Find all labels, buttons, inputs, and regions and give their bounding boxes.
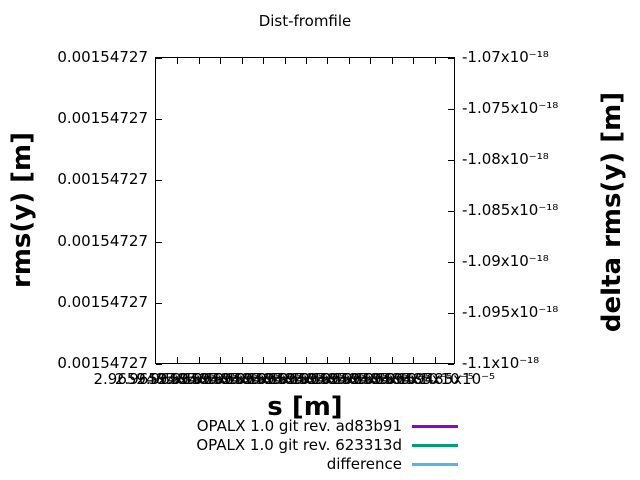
x-top-tick-mark <box>434 58 436 64</box>
x-tick-label: 2.9659485x10⁻⁵ <box>329 370 453 388</box>
x-top-tick-mark <box>327 58 329 64</box>
x-top-tick-mark <box>198 58 200 64</box>
y-left-tick-mark <box>156 180 162 182</box>
legend-swatch <box>412 425 458 428</box>
x-bottom-tick-mark <box>220 357 222 363</box>
x-bottom-tick-mark <box>177 357 179 363</box>
x-tick-label: 2.9659485x10⁻⁵ <box>372 370 496 388</box>
x-bottom-tick-mark <box>306 357 307 363</box>
y-right-tick-label: -1.075x10⁻¹⁸ <box>462 99 559 117</box>
y-right-axis-title: delta rms(y) [m] <box>597 91 627 333</box>
x-tick-label: 2.9659485x10⁻⁵ <box>114 370 238 388</box>
y-right-tick-mark <box>448 109 454 110</box>
plot-area <box>155 57 455 365</box>
x-bottom-tick-mark <box>241 357 243 363</box>
y-right-tick-label: -1.09x10⁻¹⁸ <box>462 252 549 270</box>
x-bottom-tick-mark <box>263 357 265 363</box>
y-right-tick-label: -1.085x10⁻¹⁸ <box>462 201 559 219</box>
x-tick-label: 2.9659485x10⁻⁵ <box>222 370 346 388</box>
x-top-tick-mark <box>348 58 350 64</box>
x-axis-title: s [m] <box>267 392 343 422</box>
y-right-tick-label: -1.1x10⁻¹⁸ <box>462 354 540 372</box>
x-top-tick-mark <box>263 58 265 64</box>
x-top-tick-mark <box>284 58 286 64</box>
x-top-tick-mark <box>391 58 393 64</box>
chart-title: Dist-fromfile <box>258 12 352 30</box>
x-top-tick-mark <box>370 58 372 64</box>
y-right-tick-mark <box>448 160 454 161</box>
x-bottom-tick-mark <box>434 357 436 363</box>
x-tick-label: 2.9659485x10⁻⁵ <box>200 370 324 388</box>
y-right-tick-mark <box>448 313 454 314</box>
legend: OPALX 1.0 git rev. ad83b91 OPALX 1.0 git … <box>150 417 462 474</box>
y-left-tick-mark <box>156 119 162 121</box>
y-left-tick-label: 0.00154727 <box>57 48 148 66</box>
x-bottom-tick-mark <box>348 357 350 363</box>
legend-row: difference <box>150 455 462 474</box>
legend-swatch <box>412 444 458 447</box>
x-tick-label: 2.9659485x10⁻⁵ <box>286 370 410 388</box>
x-tick-label: 2.9659485x10⁻⁵ <box>179 370 303 388</box>
y-left-tick-label: 0.00154727 <box>57 231 148 250</box>
x-bottom-tick-mark <box>370 357 372 363</box>
y-left-tick-mark <box>156 302 162 304</box>
x-bottom-tick-mark <box>391 357 393 363</box>
y-right-tick-label: -1.08x10⁻¹⁸ <box>462 150 549 168</box>
y-right-tick-label: -1.07x10⁻¹⁸ <box>462 48 549 66</box>
legend-row: OPALX 1.0 git rev. 623313d <box>150 436 462 455</box>
x-tick-label: 2.9659485x10⁻⁵ <box>157 370 281 388</box>
x-tick-label: 2.9659485x10⁻⁵ <box>243 370 367 388</box>
y-left-tick-mark <box>156 58 162 59</box>
legend-row: OPALX 1.0 git rev. ad83b91 <box>150 417 462 436</box>
legend-label: difference <box>326 455 402 473</box>
legend-label: OPALX 1.0 git rev. 623313d <box>196 436 402 454</box>
y-left-tick-mark <box>156 241 162 243</box>
x-tick-label: 2.9659485x10⁻⁵ <box>136 370 260 388</box>
y-right-tick-mark <box>448 58 454 59</box>
y-right-tick-mark <box>448 211 454 212</box>
x-bottom-tick-mark <box>198 357 200 363</box>
y-left-tick-label: 0.00154727 <box>57 109 148 128</box>
legend-label: OPALX 1.0 git rev. ad83b91 <box>196 417 402 435</box>
x-tick-label: 2.9659485x10⁻⁵ <box>264 370 388 388</box>
legend-swatch <box>412 463 458 466</box>
x-bottom-tick-mark <box>327 357 329 363</box>
y-right-tick-mark <box>448 364 454 365</box>
y-left-tick-label: 0.00154727 <box>57 354 148 372</box>
x-bottom-tick-mark <box>284 357 286 363</box>
y-right-tick-mark <box>448 262 454 263</box>
y-right-tick-label: -1.095x10⁻¹⁸ <box>462 303 559 321</box>
y-left-tick-label: 0.00154727 <box>57 292 148 311</box>
x-bottom-tick-mark <box>413 357 415 363</box>
y-left-tick-mark <box>156 364 162 365</box>
x-top-tick-mark <box>177 58 179 64</box>
x-top-tick-mark <box>413 58 415 64</box>
x-top-tick-mark <box>220 58 222 64</box>
x-tick-label: 2.9659485x10⁻⁵ <box>93 370 217 388</box>
x-top-tick-mark <box>306 58 307 64</box>
x-tick-label: 2.9659485x10⁻⁵ <box>350 370 474 388</box>
y-left-tick-label: 0.00154727 <box>57 170 148 189</box>
x-tick-label: 2.9659485x10⁻⁵ <box>307 370 431 388</box>
y-left-axis-title: rms(y) [m] <box>7 131 37 289</box>
x-top-tick-mark <box>241 58 243 64</box>
